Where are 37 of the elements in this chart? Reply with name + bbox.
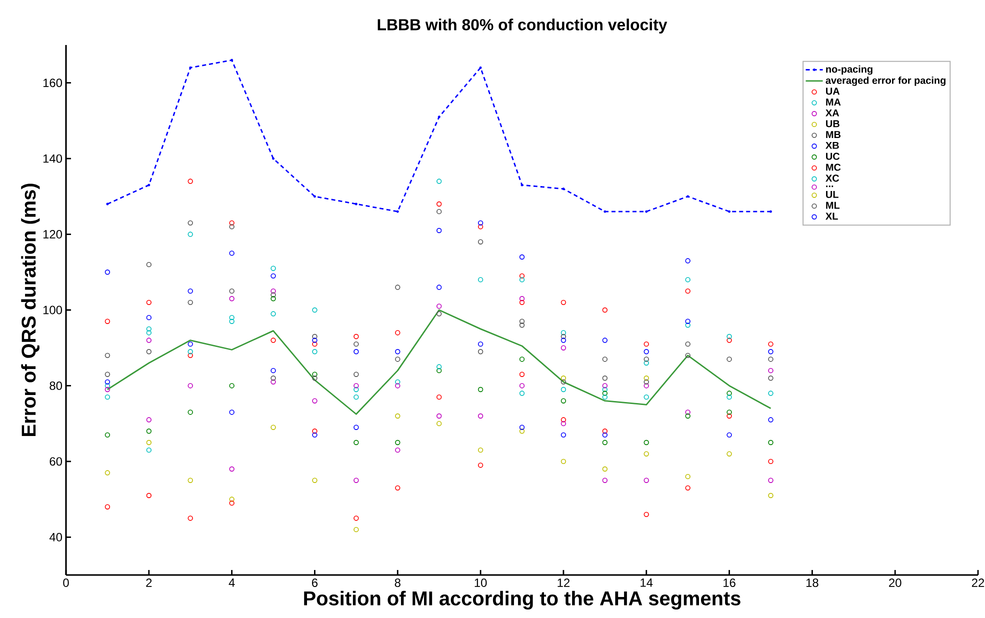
legend-label: MB [826,131,841,138]
x-tick-label: 22 [972,578,984,587]
legend-label: XA [826,109,840,116]
legend-label: XL [826,212,838,220]
x-tick-label: 6 [312,578,318,587]
x-tick-label: 12 [558,578,570,587]
y-tick-label: 40 [49,532,62,542]
x-tick-label: 10 [474,578,487,587]
chart-title: LBBB with 80% of conduction velocity [378,18,668,34]
x-axis-title: Position of MI according to the AHA segments [304,590,740,610]
legend-label: MA [826,98,841,106]
x-tick-label: 20 [889,578,902,587]
y-tick-label: 100 [43,306,62,314]
legend-label: XB [826,142,839,149]
legend-label: averaged error for pacing [826,76,946,86]
legend-label: UA [826,88,840,95]
y-tick-label: 60 [50,457,62,466]
y-tick-label: 120 [43,230,62,239]
legend-label: no-pacing [826,65,872,75]
x-tick-label: 0 [63,578,69,587]
x-tick-label: 8 [394,578,400,587]
x-tick-label: 16 [724,578,736,587]
y-tick-label: 80 [50,381,62,390]
legend-label: ... [826,186,834,188]
x-tick-label: 14 [640,578,653,587]
legend-label: ML [826,202,840,209]
y-tick-label: 160 [43,78,62,88]
legend-label: UC [826,152,840,160]
x-tick-label: 18 [806,578,818,587]
legend-label: XC [826,174,840,182]
y-axis-title: Error of QRS duration (ms) [21,184,40,436]
x-tick-label: 4 [228,578,235,587]
legend-label: UL [826,191,838,198]
x-tick-label: 2 [146,578,152,587]
legend-label: MC [826,164,841,171]
legend-label: UB [826,120,840,128]
y-tick-label: 140 [43,154,62,163]
